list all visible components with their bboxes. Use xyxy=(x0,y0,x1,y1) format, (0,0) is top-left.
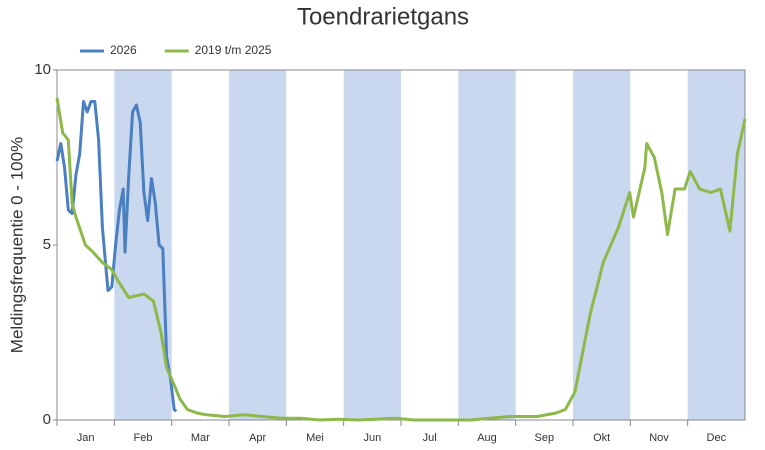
month-band xyxy=(573,70,631,420)
chart-title: Toendrarietgans xyxy=(297,3,469,30)
x-tick-label: Apr xyxy=(249,432,266,444)
x-tick-label: Nov xyxy=(649,432,669,444)
month-band xyxy=(229,70,287,420)
x-tick-label: Sep xyxy=(535,432,555,444)
month-band xyxy=(458,70,516,420)
legend-label: 2019 t/m 2025 xyxy=(195,43,272,57)
y-tick-label: 10 xyxy=(34,61,51,78)
x-tick-label: Dec xyxy=(707,432,727,444)
y-tick-label: 5 xyxy=(43,236,51,253)
x-tick-label: Jun xyxy=(363,432,381,444)
x-tick-label: Mar xyxy=(191,432,210,444)
month-band xyxy=(114,70,172,420)
x-tick-label: Aug xyxy=(477,432,497,444)
y-tick-label: 0 xyxy=(43,411,51,428)
y-axis-label: Meldingsfrequentie 0 - 100% xyxy=(7,137,26,353)
series-line xyxy=(55,100,178,413)
x-tick-label: Jan xyxy=(77,432,95,444)
month-band xyxy=(343,70,401,420)
legend-label: 2026 xyxy=(110,43,137,57)
x-tick-label: Okt xyxy=(593,432,610,444)
x-tick-label: Jul xyxy=(423,432,437,444)
series-line xyxy=(55,97,747,422)
x-tick-label: Feb xyxy=(134,432,153,444)
month-band xyxy=(687,70,745,420)
x-tick-label: Mei xyxy=(306,432,324,444)
